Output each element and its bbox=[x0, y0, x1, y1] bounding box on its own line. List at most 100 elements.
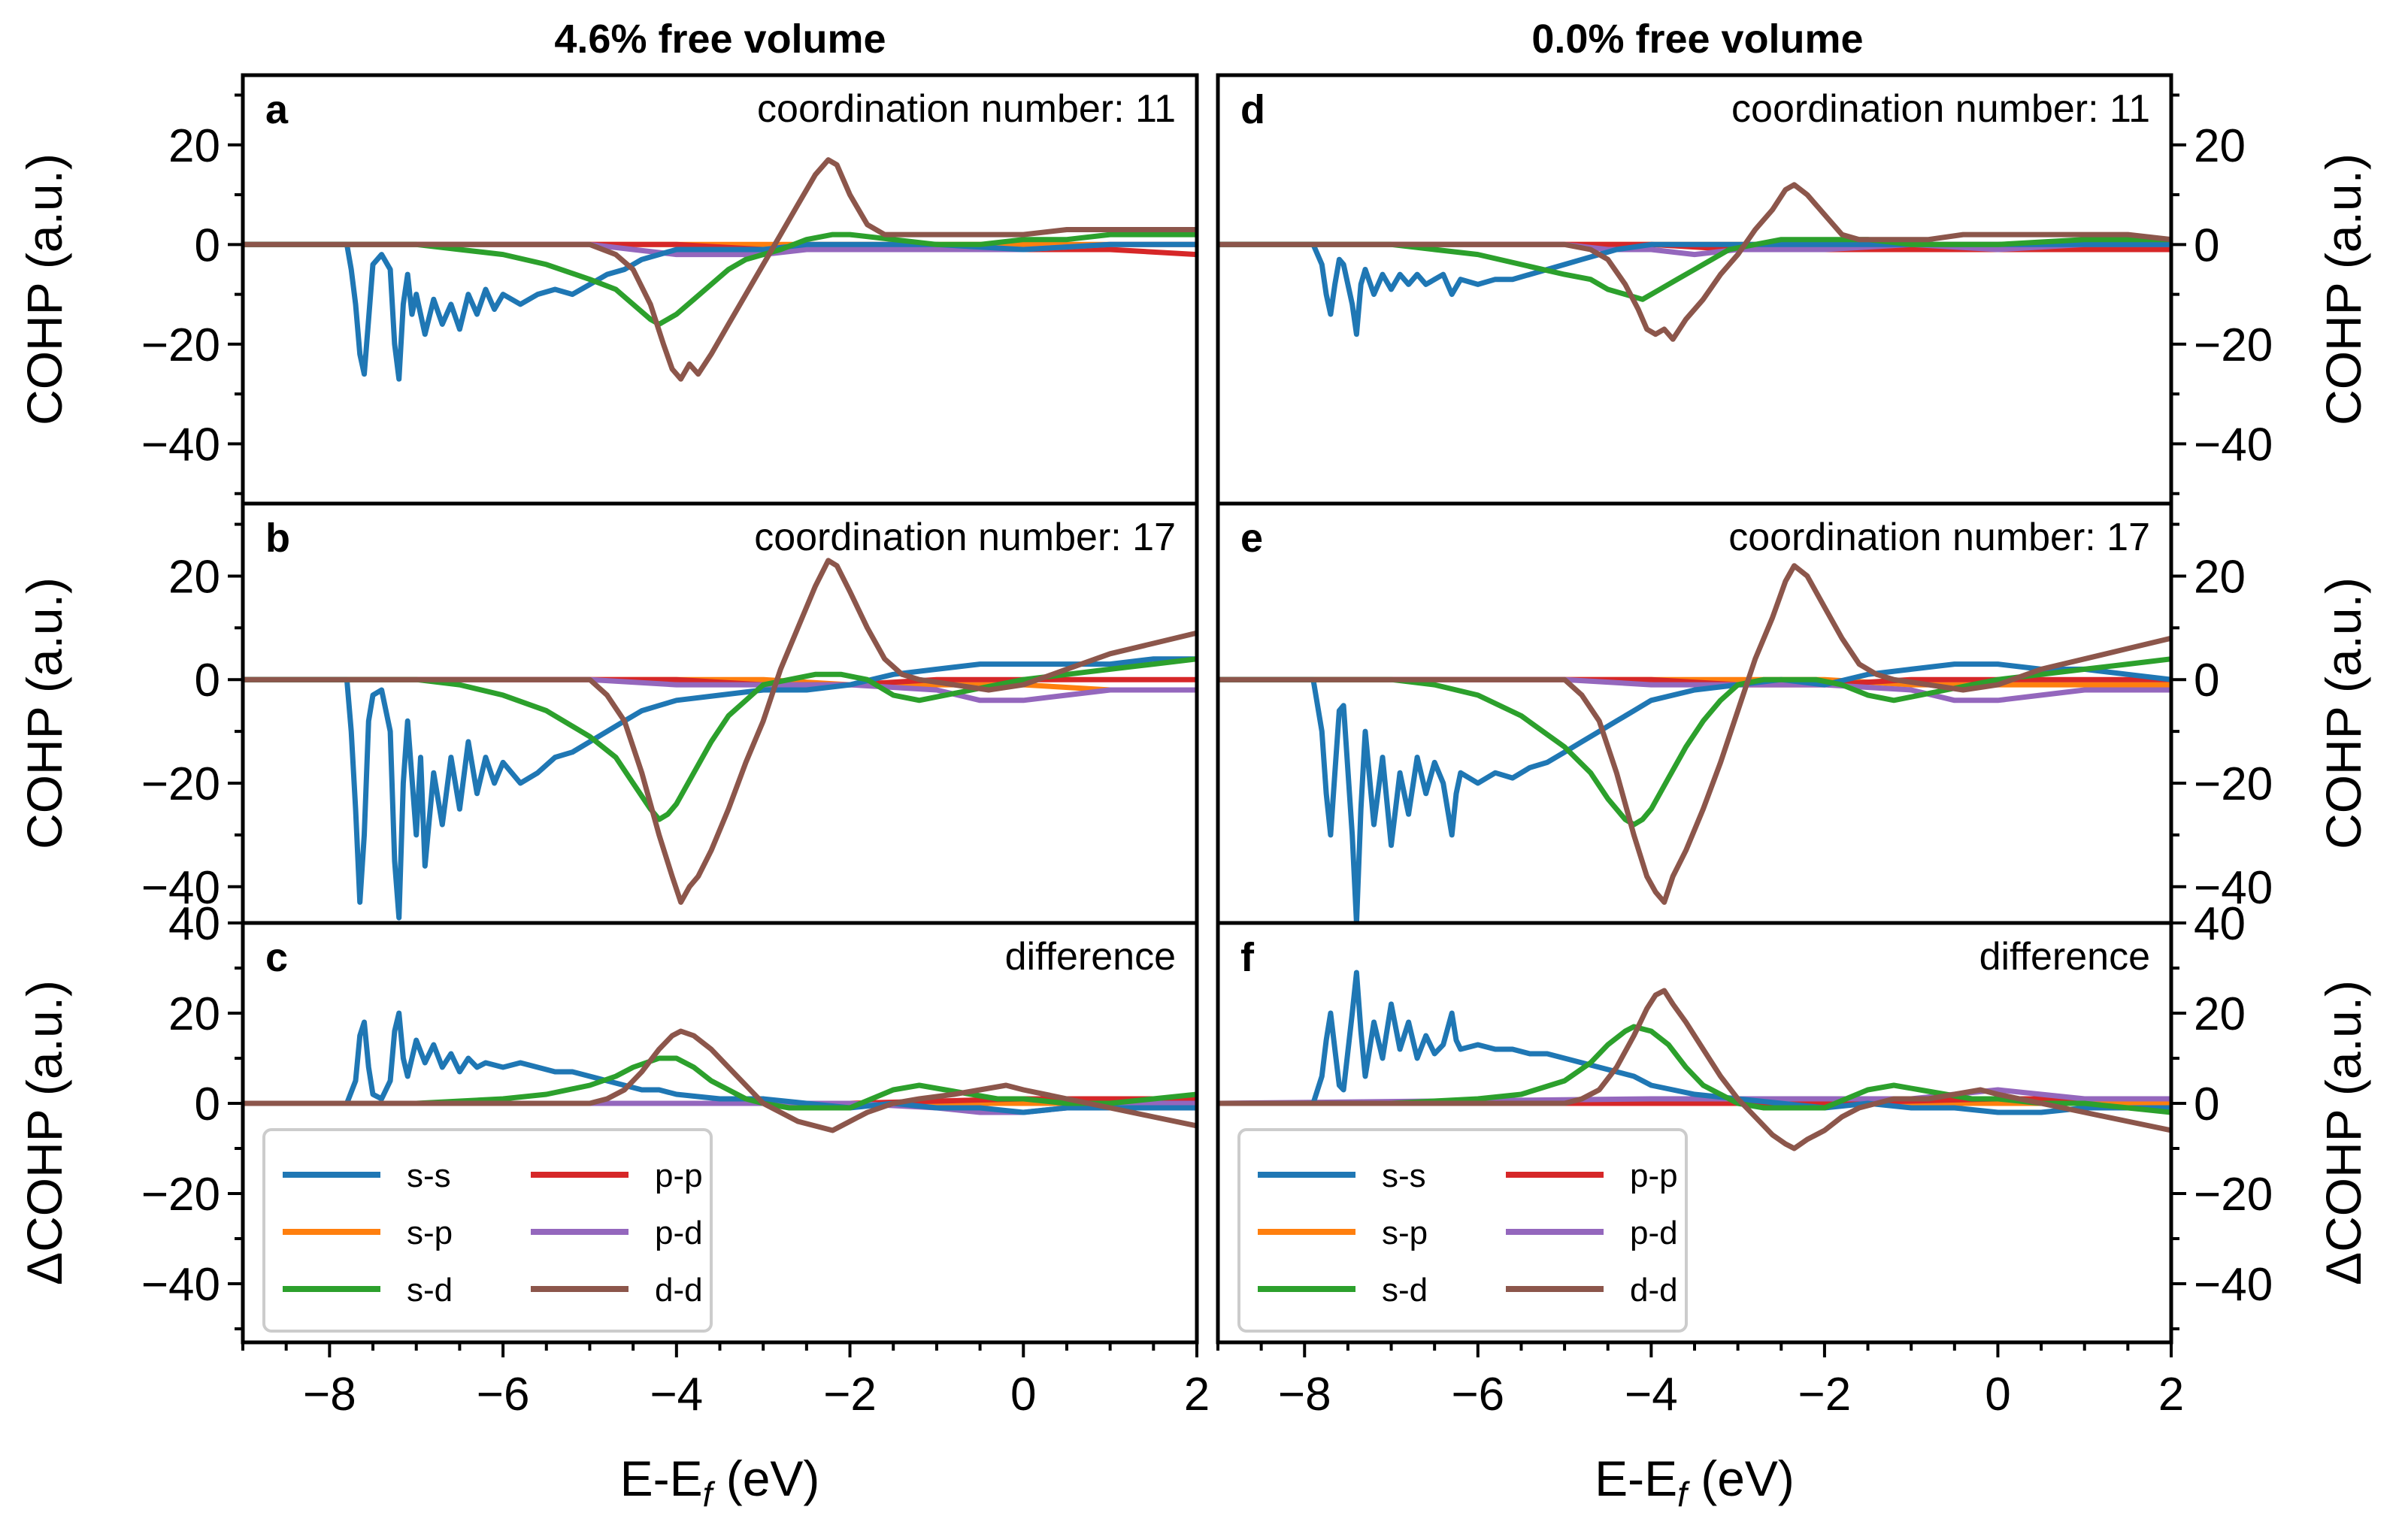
panel-a: 20 0 −20 −40 a coordination number: 11 bbox=[141, 73, 1199, 506]
right-column-title: 0.0% free volume bbox=[1531, 17, 1863, 62]
series-line-dd-b bbox=[243, 558, 1197, 905]
x-tick-label-c: 0 bbox=[1010, 1369, 1036, 1421]
panel-annotation-c: difference bbox=[1005, 935, 1176, 979]
x-tick-label-f: 0 bbox=[1985, 1369, 2010, 1421]
y-axis-title-c: ΔCOHP (a.u.) bbox=[17, 980, 72, 1285]
legend-label-sd: s-d bbox=[1382, 1272, 1428, 1309]
left-column-title: 4.6% free volume bbox=[554, 17, 886, 62]
series-line-sd-a bbox=[243, 231, 1197, 327]
y-tick-label-c: 20 bbox=[168, 988, 220, 1040]
y-tick-label-a: 0 bbox=[195, 219, 220, 271]
y-tick-label-d: 20 bbox=[2194, 120, 2246, 172]
y-axis-title-a: COHP (a.u.) bbox=[17, 153, 72, 425]
series-line-pp-b bbox=[243, 676, 1197, 688]
series-line-ss-e bbox=[1218, 661, 2171, 923]
panel-tag-f: f bbox=[1240, 935, 1255, 980]
legend-label-pd: p-d bbox=[1630, 1215, 1678, 1251]
y-tick-label-d: −20 bbox=[2194, 319, 2273, 371]
legend-c: s-s p-p s-p p-d s-d d-d bbox=[262, 1128, 713, 1333]
legend-frame bbox=[1237, 1128, 1688, 1333]
y-tick-label-c: 0 bbox=[195, 1079, 220, 1130]
y-axis-title-d: COHP (a.u.) bbox=[2316, 153, 2371, 425]
x-tick-label-c: −8 bbox=[303, 1369, 356, 1421]
panel-annotation-d: coordination number: 11 bbox=[1731, 87, 2150, 131]
series-line-dd-d bbox=[1218, 182, 2171, 342]
series-line-ss-d bbox=[1218, 241, 2171, 337]
panel-tag-b: b bbox=[265, 516, 290, 561]
panels-layer: 200−20−40a coordination number: 11200−20−… bbox=[141, 73, 2273, 1421]
x-tick-label-c: −4 bbox=[650, 1369, 703, 1421]
panel-frame-a bbox=[241, 73, 1199, 506]
y-tick-label-a: −40 bbox=[141, 419, 220, 471]
y-tick-label-f: 20 bbox=[2194, 988, 2246, 1040]
x-tick-label-f: 2 bbox=[2158, 1369, 2184, 1421]
y-tick-label-c: −20 bbox=[141, 1169, 220, 1221]
panel-e: 20 0 −20 −40 e coordination number: 17 bbox=[1216, 501, 2273, 925]
y-axis-title-b: COHP (a.u.) bbox=[17, 577, 72, 849]
legend-frame bbox=[262, 1128, 713, 1333]
y-tick-label-f: −40 bbox=[2194, 1259, 2273, 1311]
x-tick-label-c: −2 bbox=[823, 1369, 877, 1421]
y-tick-label-b: −20 bbox=[141, 758, 220, 810]
x-tick-label-f: −2 bbox=[1798, 1369, 1852, 1421]
y-tick-label-b: 20 bbox=[168, 551, 220, 603]
legend-label-pp: p-p bbox=[655, 1157, 703, 1194]
y-tick-label-e: 20 bbox=[2194, 551, 2246, 603]
panel-annotation-a: coordination number: 11 bbox=[757, 87, 1176, 131]
panel-d: 20 0 −20 −40 d coordination number: 11 bbox=[1216, 73, 2273, 506]
series-line-sd-e bbox=[1218, 656, 2171, 828]
x-tick-label-f: −6 bbox=[1451, 1369, 1504, 1421]
y-tick-label-a: −20 bbox=[141, 319, 220, 371]
series-line-dd-a bbox=[243, 157, 1197, 382]
series-line-ss-f bbox=[1218, 970, 2171, 1115]
panel-tag-c: c bbox=[265, 935, 288, 980]
series-line-pp-e bbox=[1218, 676, 2171, 688]
y-tick-label-e: −20 bbox=[2194, 758, 2273, 810]
x-axis-title-f: E-Ef (eV) bbox=[1595, 1451, 1795, 1514]
legend-label-dd: d-d bbox=[1630, 1272, 1678, 1309]
series-group-e bbox=[1218, 563, 2171, 923]
y-tick-label-f: −20 bbox=[2194, 1169, 2273, 1221]
legend-label-sp: s-p bbox=[407, 1215, 453, 1251]
panel-tag-d: d bbox=[1240, 87, 1265, 132]
y-tick-label-f: 40 bbox=[2194, 898, 2246, 950]
y-tick-label-d: −40 bbox=[2194, 419, 2273, 471]
y-tick-label-b: 0 bbox=[195, 655, 220, 707]
legend-label-ss: s-s bbox=[407, 1157, 451, 1194]
y-tick-label-e: 0 bbox=[2194, 655, 2219, 707]
x-tick-label-c: 2 bbox=[1184, 1369, 1210, 1421]
legend-label-ss: s-s bbox=[1382, 1157, 1426, 1194]
axis-titles-layer: COHP (a.u.) COHP (a.u.) ΔCOHP (a.u.) E-Ef (… bbox=[17, 153, 2371, 1514]
series-line-ss-a bbox=[243, 241, 1197, 382]
series-group-b bbox=[243, 558, 1197, 921]
y-tick-label-f: 0 bbox=[2194, 1079, 2219, 1130]
x-tick-label-f: −4 bbox=[1625, 1369, 1678, 1421]
x-tick-label-c: −6 bbox=[477, 1369, 530, 1421]
y-tick-label-e: −40 bbox=[2194, 862, 2273, 914]
legend-label-dd: d-d bbox=[655, 1272, 703, 1309]
series-line-ss-c bbox=[243, 1010, 1197, 1115]
panel-annotation-b: coordination number: 17 bbox=[754, 516, 1176, 559]
series-group-c bbox=[243, 1010, 1197, 1133]
legend-label-sd: s-d bbox=[407, 1272, 453, 1309]
y-tick-label-a: 20 bbox=[168, 120, 220, 172]
panel-b: 20 0 −20 −40 b coordination number: 17 bbox=[141, 501, 1199, 925]
x-axis-title-c: E-Ef (eV) bbox=[620, 1451, 820, 1514]
x-tick-label-f: −8 bbox=[1278, 1369, 1331, 1421]
series-group-f bbox=[1218, 970, 2171, 1151]
panel-tag-a: a bbox=[265, 87, 289, 132]
legend-label-sp: s-p bbox=[1382, 1215, 1428, 1251]
y-axis-title-e: COHP (a.u.) bbox=[2316, 577, 2371, 849]
series-line-ss-b bbox=[243, 656, 1197, 921]
series-line-sd-b bbox=[243, 656, 1197, 822]
panel-annotation-f: difference bbox=[1979, 935, 2150, 979]
legend-f: s-s p-p s-p p-d s-d d-d bbox=[1237, 1128, 1688, 1333]
legend-label-pd: p-d bbox=[655, 1215, 703, 1251]
panel-tag-e: e bbox=[1240, 516, 1263, 561]
series-line-sd-f bbox=[1218, 1024, 2171, 1115]
series-group-a bbox=[243, 157, 1197, 382]
y-tick-label-c: 40 bbox=[168, 898, 220, 950]
